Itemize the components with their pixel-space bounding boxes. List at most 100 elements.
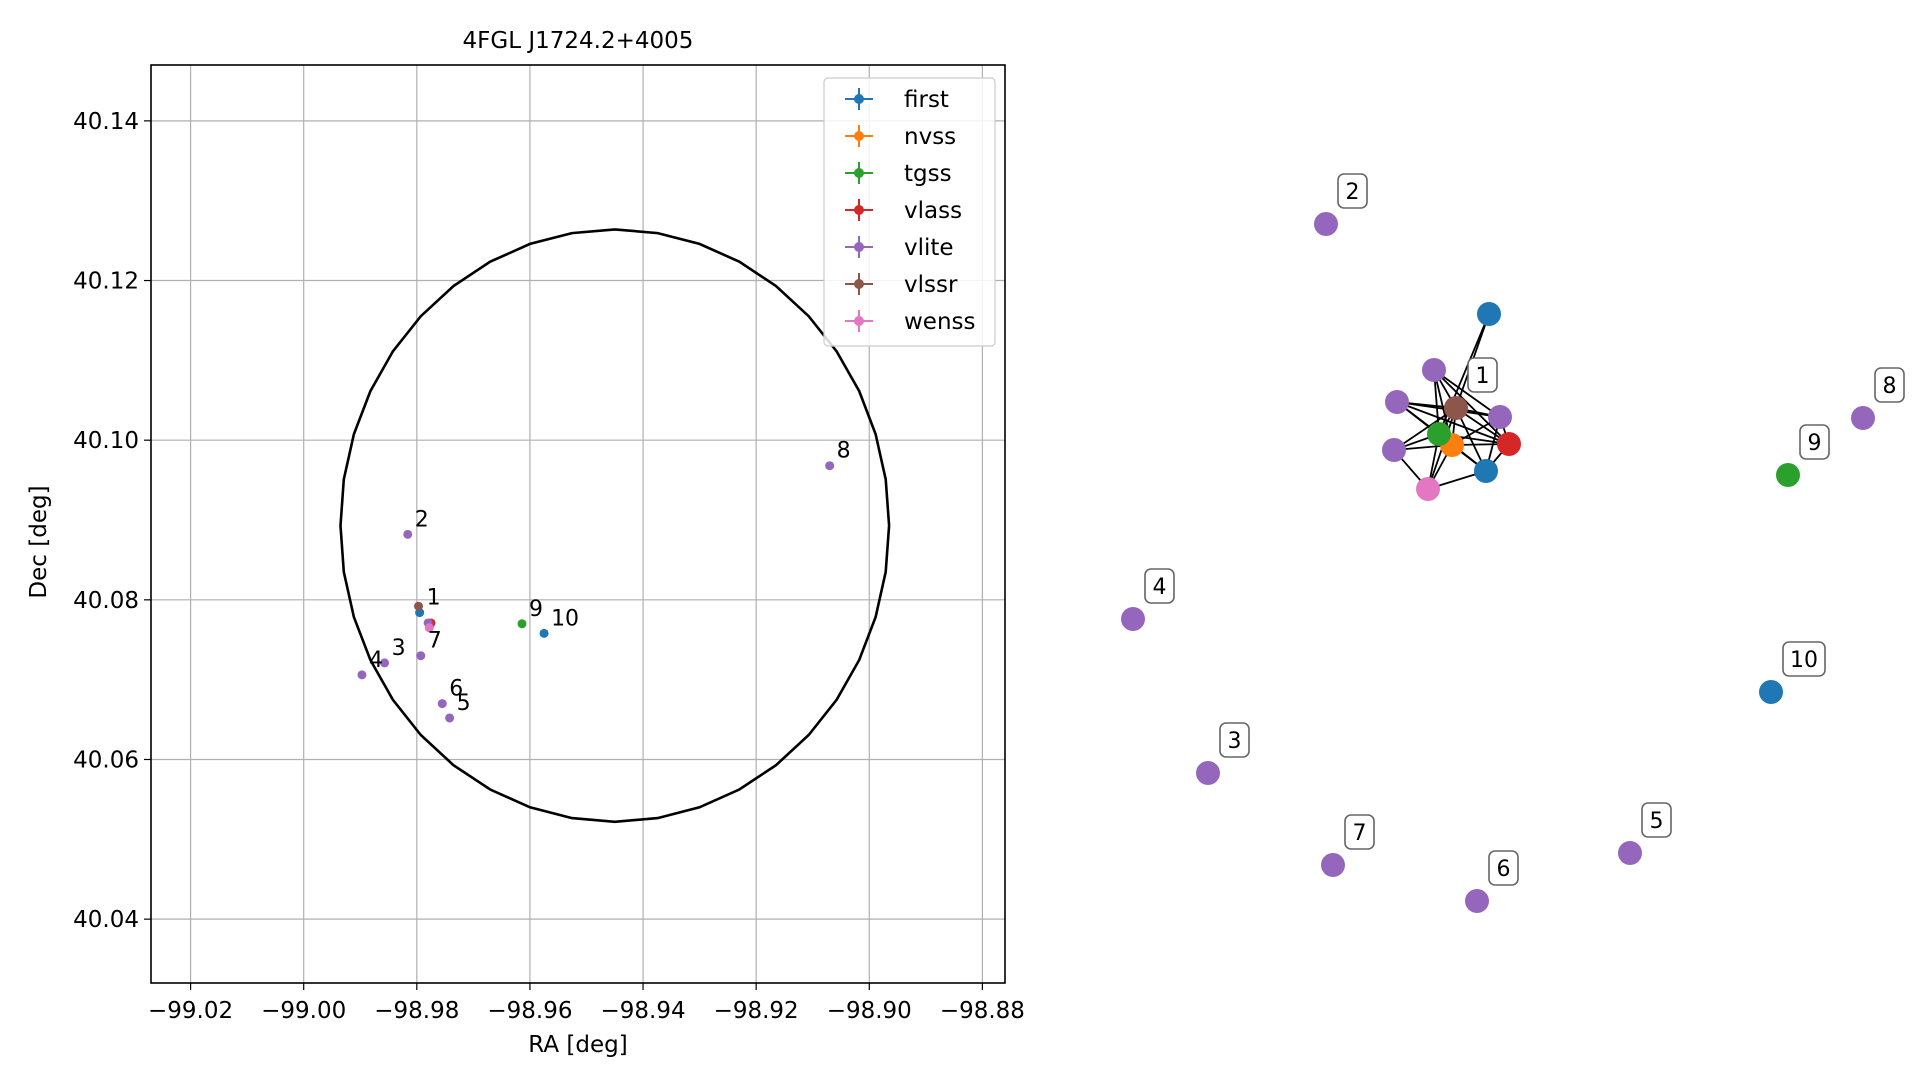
data-point-vlssr (414, 601, 424, 611)
legend-label-vlite: vlite (904, 235, 954, 261)
legend-marker-vlite (854, 242, 864, 252)
network-node-first (1759, 680, 1783, 704)
network-node-vlite (1382, 438, 1406, 462)
node-label: 5 (1650, 809, 1664, 834)
data-point-vlite (445, 713, 455, 723)
network-node-vlite (1321, 853, 1345, 877)
data-point-vlite (825, 461, 835, 471)
point-annotation: 8 (837, 439, 851, 464)
network-node-vlite (1196, 761, 1220, 785)
legend-marker-vlssr (854, 279, 864, 289)
legend-label-wenss: wenss (904, 309, 976, 335)
network-node-first (1477, 302, 1501, 326)
data-point-vlite (437, 699, 447, 709)
node-label: 9 (1808, 431, 1822, 456)
data-point-vlite (403, 529, 413, 539)
data-point-tgss (517, 619, 527, 629)
network-node-first (1474, 459, 1498, 483)
x-tick-label: −98.94 (600, 998, 685, 1024)
y-tick-label: 40.06 (73, 747, 139, 773)
point-annotation: 3 (392, 636, 406, 661)
network-node-vlite (1851, 406, 1875, 430)
network-node-vlass (1497, 432, 1521, 456)
network-node-vlite (1314, 212, 1338, 236)
data-point-first (539, 628, 549, 638)
node-label: 10 (1790, 648, 1818, 673)
x-tick-label: −99.02 (148, 998, 233, 1024)
point-annotation: 6 (449, 677, 463, 702)
node-label-box (1467, 357, 1498, 393)
node-label: 3 (1228, 729, 1242, 754)
node-label-box (1144, 568, 1175, 604)
legend-box (823, 77, 996, 347)
data-point-wenss (424, 623, 434, 633)
scatter-axes: −99.02 −99.00 −98.98 −98.96 −98.94 −98.92 −98.… (73, 64, 1025, 1024)
network-node-vlite (1618, 841, 1642, 865)
node-label: 1 (1476, 364, 1490, 389)
legend-marker-vlass (854, 205, 864, 215)
node-label-box (1488, 850, 1519, 886)
network-edge (1393, 407, 1457, 451)
node-label-box (1337, 173, 1368, 209)
point-annotation: 10 (551, 606, 579, 631)
node-label-box (1641, 802, 1672, 838)
data-point-vlite (416, 651, 426, 661)
y-axis-label: Dec [deg] (26, 485, 52, 598)
x-axis-label: RA [deg] (528, 1032, 627, 1058)
x-tick-label: −98.98 (374, 998, 459, 1024)
node-label-box (1219, 722, 1250, 758)
node-label-box (1799, 424, 1830, 460)
node-label: 8 (1883, 374, 1897, 399)
plot-frame (150, 64, 1006, 984)
network-node-vlite (1465, 889, 1489, 913)
point-annotation: 4 (369, 648, 383, 673)
node-label-box (1874, 367, 1905, 403)
point-annotation: 9 (529, 597, 543, 622)
network-node-vlite (1385, 390, 1409, 414)
data-point-vlite (357, 670, 367, 680)
y-tick-label: 40.08 (73, 588, 139, 614)
x-tick-label: −98.90 (827, 998, 912, 1024)
point-annotation: 1 (427, 586, 441, 611)
node-label: 4 (1153, 575, 1167, 600)
network-edge (1396, 401, 1510, 445)
x-tick-label: −99.00 (261, 998, 346, 1024)
legend-marker-tgss (854, 168, 864, 178)
node-label-box (1782, 641, 1826, 677)
point-annotation: 5 (457, 691, 471, 716)
x-tick-label: −98.96 (487, 998, 572, 1024)
node-label-box (1344, 814, 1375, 850)
legend-label-vlssr: vlssr (904, 272, 958, 298)
point-annotation: 2 (415, 507, 429, 532)
chart-title: 4FGL J1724.2+4005 (463, 28, 694, 54)
legend-marker-nvss (854, 131, 864, 141)
y-tick-label: 40.04 (73, 907, 139, 933)
search-region-circle (339, 228, 891, 824)
network-node-vlssr (1444, 396, 1468, 420)
y-tick-label: 40.14 (73, 109, 139, 135)
x-tick-label: −98.92 (714, 998, 799, 1024)
y-tick-label: 40.10 (73, 428, 139, 454)
legend-label-tgss: tgss (904, 161, 952, 187)
node-label: 6 (1497, 857, 1511, 882)
network-node-vlite (1488, 405, 1512, 429)
data-point-vlite (380, 658, 390, 668)
y-tick-label: 40.12 (73, 269, 139, 295)
node-label: 2 (1346, 180, 1360, 205)
legend-marker-wenss (854, 316, 864, 326)
crossmatch-network: 1 2 3 4 5 6 7 8 9 10 (1121, 173, 1905, 913)
x-tick-label: −98.88 (940, 998, 1025, 1024)
legend-label-nvss: nvss (904, 124, 956, 150)
network-node-tgss (1427, 422, 1451, 446)
network-node-tgss (1776, 463, 1800, 487)
legend-label-vlass: vlass (904, 198, 962, 224)
legend-marker-first (854, 94, 864, 104)
network-node-vlite (1121, 607, 1145, 631)
node-label: 7 (1353, 821, 1367, 846)
legend-label-first: first (904, 87, 949, 113)
network-node-vlite (1422, 358, 1446, 382)
point-annotation: 7 (428, 629, 442, 654)
network-edge (1433, 369, 1501, 418)
network-node-wenss (1416, 477, 1440, 501)
